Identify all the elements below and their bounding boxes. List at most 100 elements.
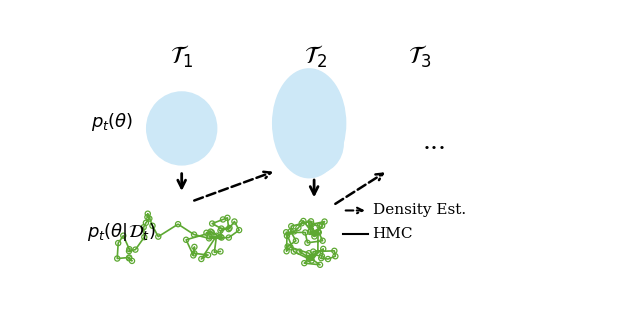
Point [216, 235, 227, 240]
Point [286, 223, 296, 229]
Ellipse shape [296, 95, 312, 108]
Text: $p_t(\theta|\mathcal{D}_t)$: $p_t(\theta|\mathcal{D}_t)$ [88, 221, 156, 243]
Text: $\mathcal{T}_2$: $\mathcal{T}_2$ [304, 44, 327, 70]
Point [225, 225, 235, 231]
Point [118, 233, 129, 238]
Point [305, 255, 315, 260]
Point [188, 253, 198, 258]
Point [204, 236, 214, 241]
Point [203, 252, 213, 258]
Point [147, 223, 157, 228]
Point [202, 230, 212, 235]
Point [318, 246, 328, 251]
Point [211, 233, 221, 238]
Ellipse shape [284, 84, 325, 120]
Point [224, 235, 234, 240]
Point [139, 234, 149, 240]
Point [229, 219, 239, 224]
Point [314, 230, 324, 235]
Point [309, 234, 319, 239]
Point [131, 247, 141, 252]
Point [293, 225, 303, 230]
Point [215, 249, 225, 254]
Point [124, 255, 134, 260]
Point [300, 230, 310, 235]
Point [307, 258, 317, 263]
Point [222, 215, 232, 220]
Point [143, 211, 153, 216]
Point [173, 221, 183, 227]
Point [124, 246, 134, 252]
Point [189, 251, 200, 256]
Point [317, 223, 327, 228]
Point [307, 222, 317, 227]
Ellipse shape [163, 109, 200, 148]
Point [315, 262, 325, 267]
Point [113, 240, 124, 246]
Ellipse shape [177, 123, 187, 134]
Point [112, 256, 122, 261]
Point [282, 249, 292, 254]
Point [317, 238, 328, 243]
Text: $\mathcal{T}_1$: $\mathcal{T}_1$ [170, 44, 193, 70]
Point [153, 234, 163, 239]
Ellipse shape [154, 100, 209, 157]
Point [289, 229, 300, 234]
Text: $p_t(\theta)$: $p_t(\theta)$ [91, 111, 133, 133]
Point [294, 249, 305, 254]
Point [282, 244, 292, 249]
Point [314, 223, 324, 229]
Point [330, 253, 340, 259]
Ellipse shape [305, 135, 323, 153]
Point [304, 256, 314, 262]
Point [124, 256, 134, 261]
Text: HMC: HMC [372, 226, 413, 240]
Ellipse shape [291, 120, 337, 167]
Point [285, 244, 296, 250]
Point [189, 244, 200, 249]
Ellipse shape [146, 91, 218, 166]
Point [144, 216, 154, 221]
Ellipse shape [310, 140, 318, 148]
Point [289, 249, 299, 254]
Point [215, 228, 225, 233]
Point [306, 219, 316, 224]
Point [303, 221, 314, 226]
Point [302, 240, 312, 245]
Point [308, 249, 318, 254]
Ellipse shape [291, 90, 318, 113]
Point [205, 229, 216, 234]
Point [282, 233, 292, 238]
Point [306, 228, 316, 234]
Point [305, 229, 315, 234]
Point [309, 231, 319, 236]
Ellipse shape [298, 128, 330, 160]
Point [124, 248, 134, 254]
Point [291, 238, 301, 243]
Point [216, 226, 227, 231]
Point [207, 221, 218, 226]
Point [313, 250, 323, 256]
Point [296, 220, 307, 226]
Point [215, 234, 225, 239]
Point [207, 230, 217, 235]
Point [234, 227, 244, 233]
Point [127, 258, 137, 263]
Point [317, 253, 327, 259]
Text: $\mathcal{T}_3$: $\mathcal{T}_3$ [408, 44, 431, 70]
Point [299, 260, 309, 266]
Point [138, 224, 148, 230]
Point [218, 217, 228, 222]
Point [298, 218, 308, 224]
Point [181, 237, 191, 242]
Point [141, 220, 151, 225]
Point [204, 234, 214, 239]
Point [281, 229, 291, 235]
Point [189, 232, 199, 237]
Text: Density Est.: Density Est. [372, 203, 466, 217]
Point [329, 248, 339, 253]
Ellipse shape [284, 113, 344, 174]
Point [196, 256, 207, 262]
Point [223, 226, 234, 232]
Ellipse shape [301, 99, 308, 104]
